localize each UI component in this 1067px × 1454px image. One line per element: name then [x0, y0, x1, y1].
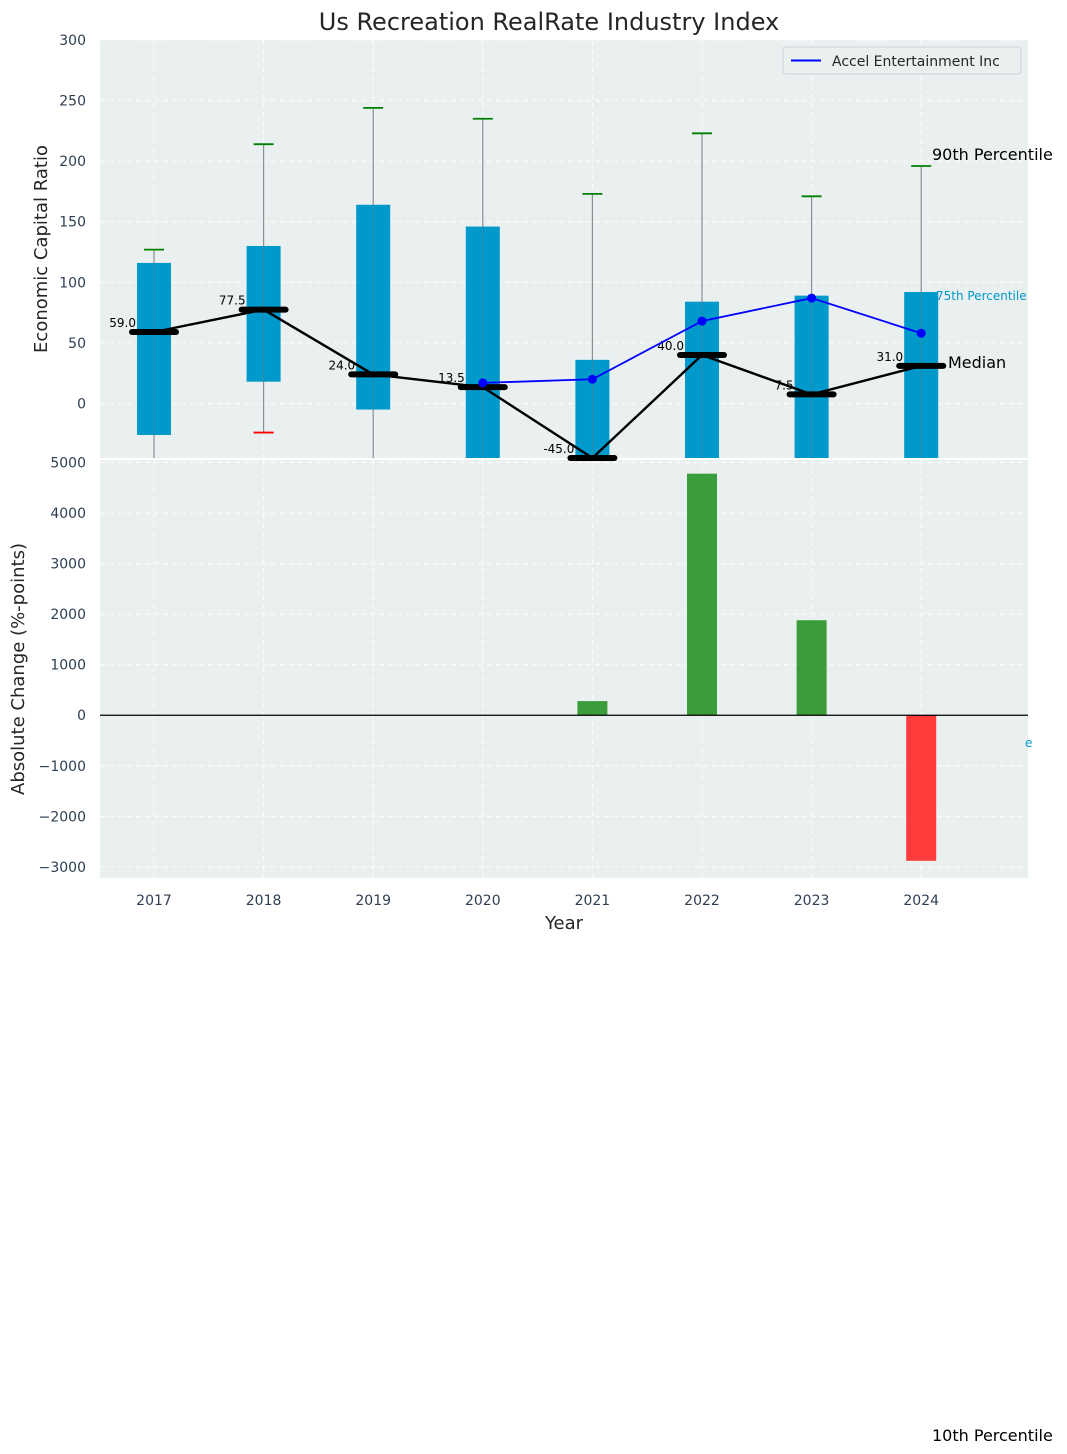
- top-plot-area: [100, 40, 1028, 458]
- x-tick-label: 2021: [575, 893, 611, 909]
- x-tick-label: 2024: [903, 893, 939, 909]
- accel-point: [807, 293, 817, 303]
- annotation-75th-percentile: 75th Percentile: [936, 289, 1027, 303]
- top-y-tick-label: 100: [59, 275, 86, 291]
- top-y-tick-label: 250: [59, 94, 86, 110]
- x-tick-label: 2017: [136, 893, 172, 909]
- accel-point: [697, 316, 707, 326]
- top-y-tick-label: 0: [77, 396, 86, 412]
- chart-title: Us Recreation RealRate Industry Index: [319, 8, 780, 36]
- bottom-y-ticks: −3000 −2000 −1000 0 1000 2000 3000 4000 5000: [39, 456, 86, 876]
- median-value-label: 7.5: [775, 378, 794, 392]
- bottom-y-tick-label: 5000: [50, 456, 86, 472]
- annotation-90th-percentile: 90th Percentile: [932, 145, 1053, 164]
- legend-label-accel: Accel Entertainment Inc: [832, 54, 1000, 70]
- top-y-ticks: 0 50 100 150 200 250 300: [59, 33, 86, 412]
- median-value-label: 31.0: [876, 350, 903, 364]
- bottom-y-tick-label: 3000: [50, 557, 86, 573]
- x-axis-label: Year: [544, 913, 584, 934]
- median-value-label: 24.0: [328, 358, 355, 372]
- top-y-axis-label: Economic Capital Ratio: [31, 145, 52, 353]
- accel-point: [587, 374, 597, 384]
- change-bar: [906, 715, 937, 861]
- x-ticks: 2017 2018 2019 2020 2021 2022 2023 2024: [136, 893, 939, 909]
- annotation-median: Median: [948, 353, 1006, 372]
- x-tick-label: 2020: [465, 893, 501, 909]
- top-y-tick-label: 50: [68, 336, 86, 352]
- top-y-tick-label: 200: [59, 154, 86, 170]
- bottom-y-tick-label: −3000: [39, 860, 86, 876]
- legend: Accel Entertainment Inc: [782, 46, 1022, 75]
- top-y-tick-label: 300: [59, 33, 86, 49]
- median-line: [153, 308, 922, 460]
- bottom-y-tick-label: 1000: [50, 658, 86, 674]
- change-bar: [577, 701, 608, 716]
- accel-point: [916, 328, 926, 338]
- x-tick-label: 2023: [794, 893, 830, 909]
- x-tick-label: 2018: [246, 893, 282, 909]
- bottom-y-tick-label: 2000: [50, 607, 86, 623]
- median-value-label: 77.5: [219, 294, 246, 308]
- median-value-label: 59.0: [109, 316, 136, 330]
- median-value-label: 13.5: [438, 371, 465, 385]
- accel-point: [478, 378, 488, 388]
- bottom-y-axis-label: Absolute Change (%-points): [8, 543, 29, 795]
- top-chart-marks: 59.0 77.5 24.0 13.5 -45.0 40.0 7.5 31.0: [109, 106, 947, 461]
- median-value-label: -45.0: [543, 442, 574, 456]
- legend-box: [782, 46, 1022, 75]
- change-bar: [796, 620, 827, 716]
- x-tick-label: 2019: [355, 893, 391, 909]
- x-tick-label: 2022: [684, 893, 720, 909]
- top-y-tick-label: 150: [59, 215, 86, 231]
- bottom-y-tick-label: 4000: [50, 506, 86, 522]
- bottom-y-tick-label: −2000: [39, 809, 86, 825]
- bottom-chart-marks: [100, 473, 1028, 861]
- bottom-plot-area: [100, 460, 1028, 878]
- change-bar: [687, 473, 717, 716]
- bottom-y-tick-label: 0: [77, 708, 86, 724]
- annotation-10th-percentile: 10th Percentile: [932, 1426, 1053, 1445]
- median-value-label: 40.0: [657, 339, 684, 353]
- bottom-y-tick-label: −1000: [39, 759, 86, 775]
- annotation-clipped-fragment: e: [1025, 736, 1032, 750]
